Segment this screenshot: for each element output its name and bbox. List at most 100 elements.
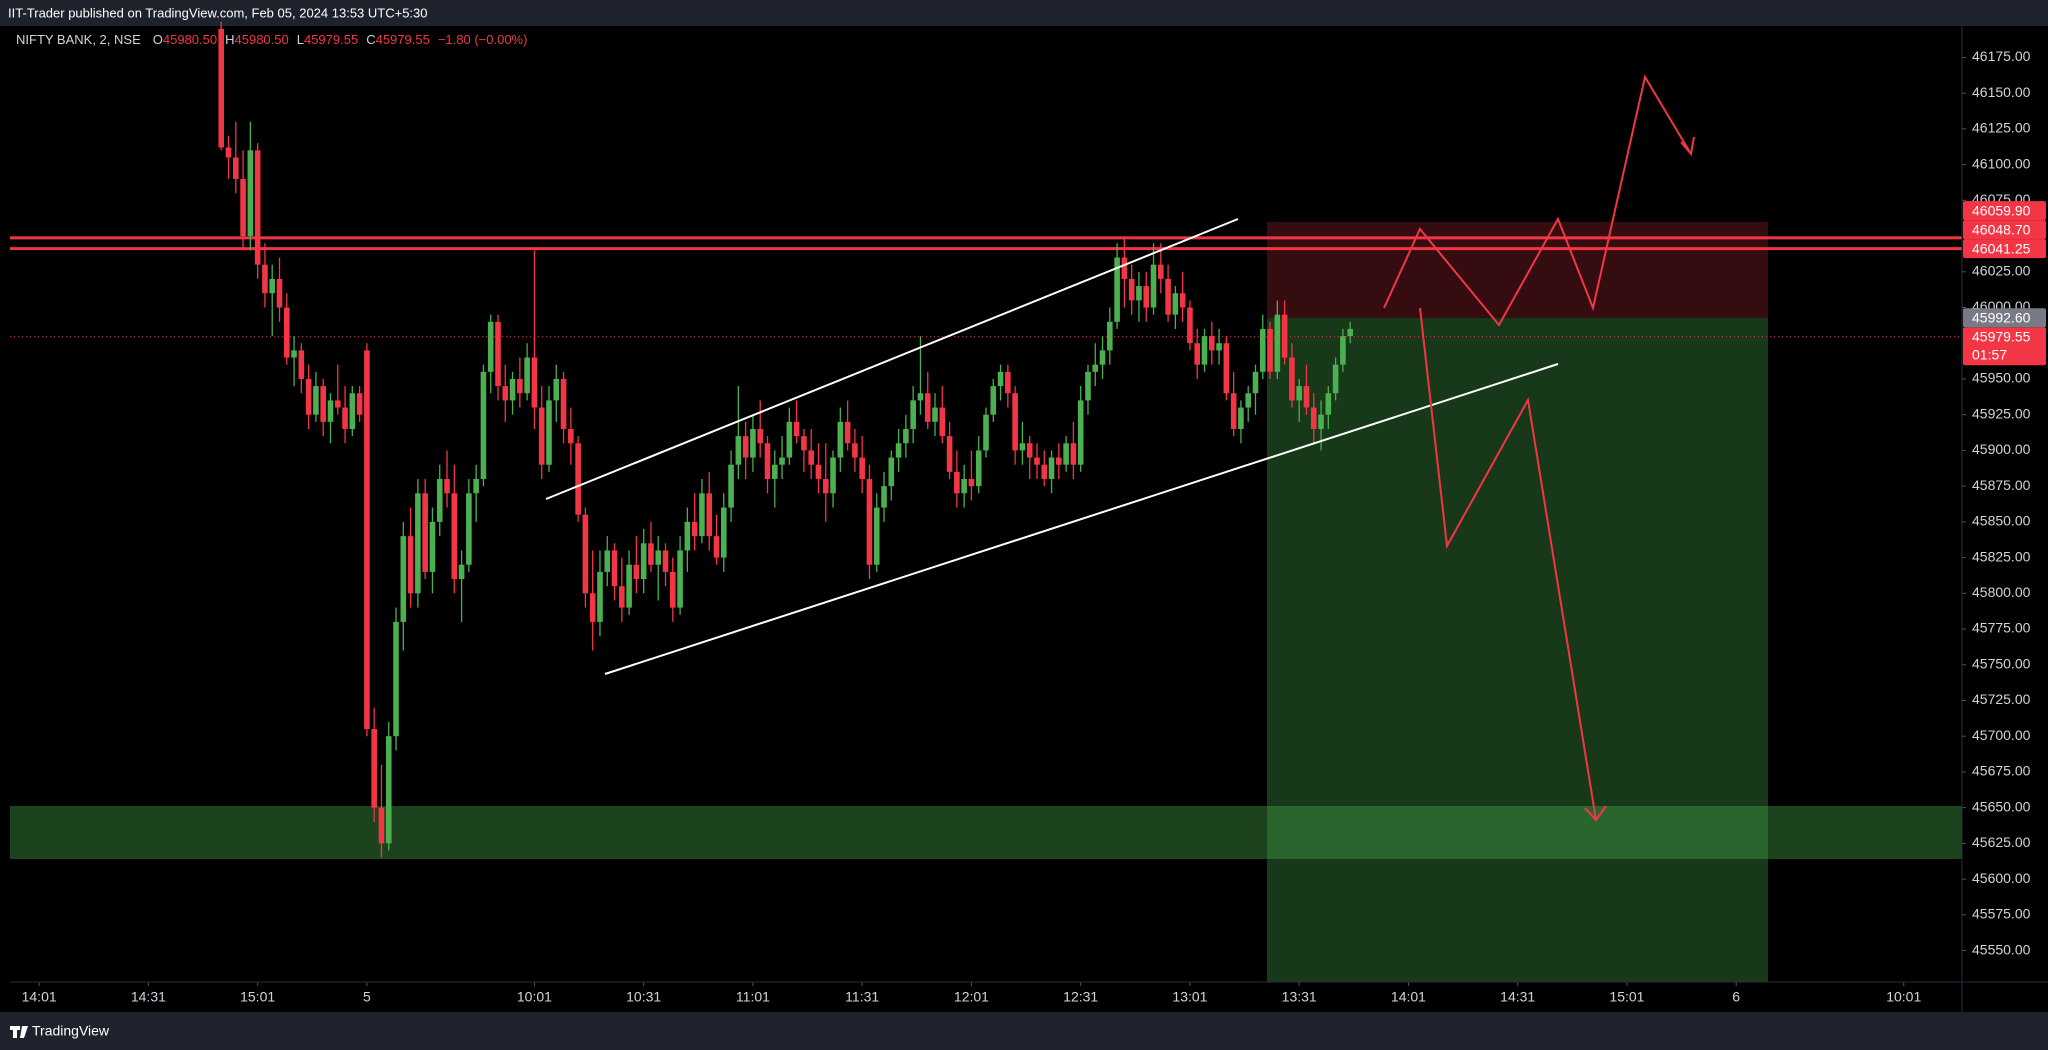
price-tag — [1963, 239, 2046, 259]
candle-body — [1121, 257, 1128, 279]
x-tick-label: 12:01 — [954, 989, 989, 1005]
candle-body — [422, 493, 428, 572]
candle-body — [415, 493, 421, 594]
x-tick-label: 10:31 — [626, 989, 661, 1005]
candle-body — [225, 147, 232, 158]
candle-body — [291, 350, 297, 358]
x-tick-label: 11:31 — [845, 989, 879, 1005]
y-tick-label: 45950.00 — [1972, 370, 2031, 386]
candle-body — [932, 407, 938, 422]
candle-body — [1296, 386, 1302, 401]
candle-body — [436, 478, 443, 522]
y-tick-label: 45625.00 — [1972, 834, 2031, 850]
candle-body — [808, 450, 814, 465]
candle-body — [269, 278, 276, 294]
candle-body — [451, 493, 458, 580]
candle-body — [1034, 457, 1040, 465]
candle-body — [283, 307, 290, 358]
candle-body — [648, 543, 654, 565]
candle-body — [313, 386, 319, 415]
candle-body — [1158, 264, 1164, 279]
candle-body — [1223, 343, 1230, 394]
ohlc-letter: H — [225, 32, 234, 47]
candle-body — [910, 400, 916, 429]
price-tag-label: 45992.60 — [1972, 309, 2031, 325]
candle-body — [1172, 293, 1179, 315]
candle-body — [1077, 400, 1084, 465]
candle-body — [531, 357, 538, 408]
candle-body — [670, 571, 676, 608]
candle-body — [560, 378, 567, 429]
candle-body — [866, 478, 873, 565]
candle-body — [218, 28, 225, 148]
candle-body — [626, 564, 632, 608]
candle-body — [764, 443, 771, 479]
candle-body — [1136, 286, 1142, 301]
candle-body — [1012, 393, 1018, 451]
candle-body — [1303, 386, 1310, 408]
candle-body — [1128, 278, 1135, 301]
candle-body — [1026, 443, 1033, 458]
candle-body — [247, 150, 254, 237]
x-tick-label: 14:01 — [1391, 989, 1426, 1005]
candle-body — [364, 350, 370, 730]
ohlc-value: 45979.55 — [304, 32, 358, 47]
candle-body — [385, 736, 392, 844]
y-tick-label: 45750.00 — [1972, 655, 2031, 671]
candle-body — [1347, 328, 1353, 337]
candle-body — [990, 386, 997, 415]
candle-body — [684, 521, 691, 551]
candle-body — [320, 386, 326, 422]
candle-body — [524, 357, 530, 394]
candle-body — [1267, 328, 1273, 372]
candle-body — [371, 729, 377, 808]
candle-body — [546, 400, 552, 465]
candle-body — [356, 393, 363, 415]
candle-body — [924, 393, 931, 422]
y-tick-label: 45550.00 — [1972, 941, 2031, 957]
candle-body — [1194, 343, 1201, 365]
arrow-head — [1680, 136, 1695, 157]
candle-body — [1289, 357, 1295, 401]
arrow-head — [1584, 805, 1607, 822]
candle-body — [757, 428, 764, 444]
candle-body — [597, 571, 603, 622]
brand-logo — [10, 1026, 28, 1038]
candle-body — [975, 450, 982, 487]
x-tick-label: 13:01 — [1172, 989, 1207, 1005]
x-tick-label: 10:01 — [517, 989, 552, 1005]
candle-body — [1099, 350, 1106, 365]
candle-body — [1019, 443, 1026, 451]
candle-body — [844, 421, 851, 444]
candles — [218, 21, 1353, 858]
projection-up — [1383, 74, 1692, 327]
x-tick-label: 15:01 — [1609, 989, 1644, 1005]
ohlc-value: 45980.50 — [163, 32, 217, 47]
candle-body — [254, 150, 261, 265]
ohlc-value: 45979.55 — [376, 32, 430, 47]
legend-text: NIFTY BANK, 2, NSE O45980.50 H45980.50 L459… — [16, 32, 527, 47]
candle-body — [407, 536, 414, 594]
candle-body — [662, 550, 669, 572]
candle-body — [997, 371, 1004, 387]
candle-body — [801, 436, 807, 451]
candle-body — [327, 400, 334, 422]
y-tick-label: 45800.00 — [1972, 584, 2031, 600]
channel-lower — [604, 363, 1559, 675]
candle-body — [720, 507, 727, 558]
x-tick-label: 14:31 — [1500, 989, 1535, 1005]
risk-box — [1267, 221, 1768, 319]
candle-body — [742, 436, 749, 458]
x-tick-label: 5 — [363, 989, 371, 1005]
candle-body — [1107, 321, 1113, 351]
candle-body — [1310, 407, 1317, 429]
candle-body — [378, 807, 385, 844]
y-tick-label: 46025.00 — [1972, 262, 2031, 278]
candle-body — [495, 321, 501, 387]
x-tick-label: 6 — [1732, 989, 1740, 1005]
y-tick-label: 46100.00 — [1972, 155, 2031, 171]
y-tick-label: 45725.00 — [1972, 691, 2031, 707]
x-tick-label: 13:31 — [1282, 989, 1317, 1005]
ohlc-letter: C — [366, 32, 375, 47]
candle-body — [1063, 443, 1069, 465]
